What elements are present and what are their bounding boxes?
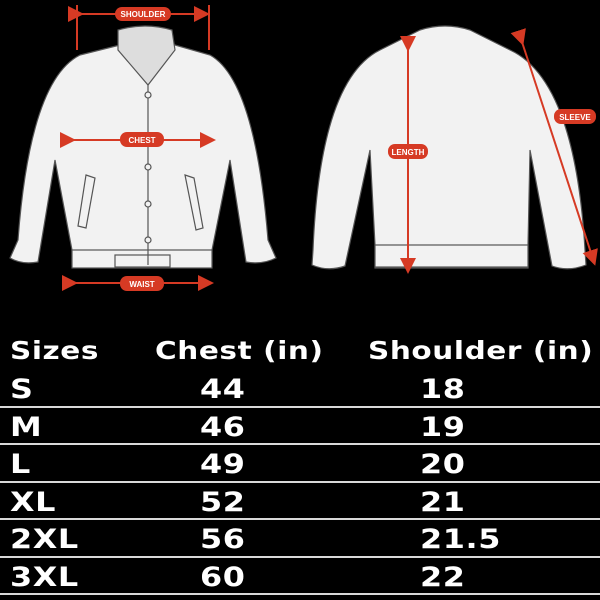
shoulder-measure: SHOULDER xyxy=(68,5,210,50)
table-row: L 49 20 xyxy=(0,445,600,483)
length-measure: LENGTH xyxy=(388,36,428,274)
size-table: Sizes Chest (in) Shoulder (in) S 44 18 M 46 1… xyxy=(0,332,600,595)
shoulder-cell: 18 xyxy=(420,374,466,405)
chest-measure: CHEST xyxy=(60,132,216,148)
table-row: M 46 19 xyxy=(0,408,600,445)
waist-label: WAIST xyxy=(129,280,154,289)
size-cell: 3XL xyxy=(10,561,79,593)
table-row: 2XL 56 21.5 xyxy=(0,520,600,558)
table-row: 3XL 60 22 xyxy=(0,558,600,595)
chest-cell: 56 xyxy=(200,524,246,555)
size-cell: L xyxy=(10,449,31,480)
sleeve-measure: SLEEVE xyxy=(510,28,598,266)
chest-label: CHEST xyxy=(128,136,155,145)
shoulder-cell: 22 xyxy=(420,561,466,593)
front-jacket-illustration xyxy=(9,25,277,269)
header-sizes: Sizes xyxy=(10,336,100,365)
shoulder-cell: 21.5 xyxy=(420,524,501,555)
table-row: XL 52 21 xyxy=(0,483,600,520)
header-shoulder: Shoulder (in) xyxy=(368,336,594,365)
table-header: Sizes Chest (in) Shoulder (in) xyxy=(0,332,600,370)
length-label: LENGTH xyxy=(392,148,425,157)
chest-cell: 44 xyxy=(200,374,246,405)
waist-measure: WAIST xyxy=(62,275,214,291)
chest-cell: 52 xyxy=(200,486,246,518)
chest-cell: 46 xyxy=(200,411,246,443)
size-cell: 2XL xyxy=(10,524,79,555)
size-cell: M xyxy=(10,411,43,443)
chest-cell: 49 xyxy=(200,449,246,480)
sleeve-label: SLEEVE xyxy=(559,113,591,122)
header-chest: Chest (in) xyxy=(155,336,324,365)
shoulder-cell: 20 xyxy=(420,449,466,480)
jacket-diagram: SHOULDER CHEST WAIST LENGTH SLEEVE xyxy=(9,5,598,291)
shoulder-cell: 19 xyxy=(420,411,466,443)
chest-cell: 60 xyxy=(200,561,246,593)
size-cell: XL xyxy=(10,486,57,518)
back-jacket-illustration xyxy=(311,25,587,270)
size-cell: S xyxy=(10,374,34,405)
shoulder-label: SHOULDER xyxy=(121,10,166,19)
table-row: S 44 18 xyxy=(0,370,600,408)
shoulder-cell: 21 xyxy=(420,486,466,518)
